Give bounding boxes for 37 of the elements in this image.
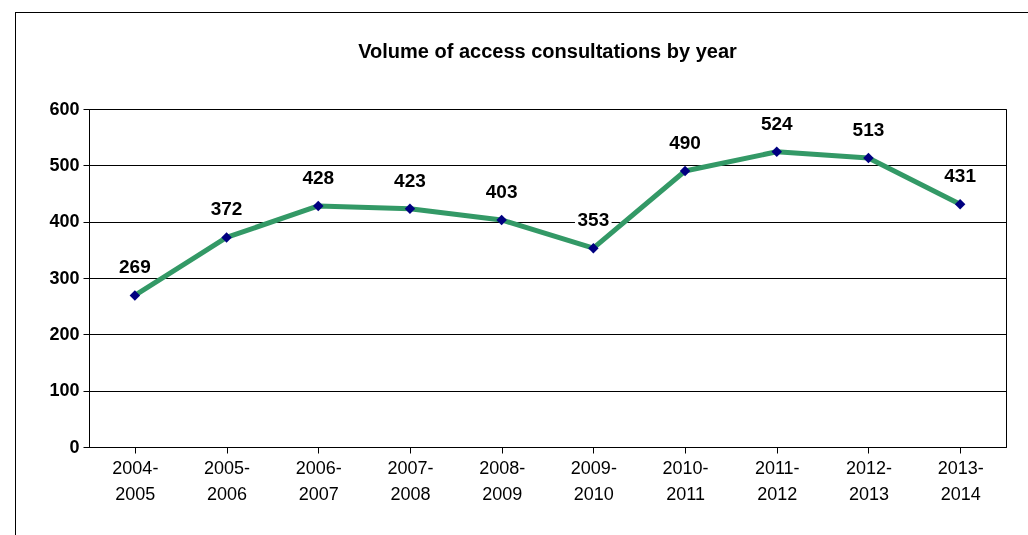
x-tick-label: 2009-2010 (570, 457, 617, 504)
data-label: 428 (302, 166, 335, 188)
data-label: 490 (669, 131, 701, 153)
y-tick-label: 300 (49, 267, 80, 288)
point (863, 152, 874, 164)
y-tick-label: 500 (49, 154, 80, 175)
data-label: 372 (210, 198, 243, 220)
point (588, 242, 599, 254)
point (679, 165, 691, 177)
y-tick-label: 600 (49, 98, 80, 119)
x-tick-label: 2005-2006 (204, 457, 251, 504)
data-label: 513 (852, 119, 885, 141)
chart-title: Volume of access consultations by year (358, 40, 738, 62)
x-tick-label: 2006-2007 (295, 457, 342, 504)
point (404, 203, 416, 214)
data-label: 423 (394, 169, 426, 191)
point (771, 146, 782, 158)
x-tick-label: 2008-2009 (479, 457, 526, 504)
point (496, 214, 507, 226)
y-tick-label: 100 (49, 380, 80, 401)
y-tick-label: 200 (49, 323, 80, 344)
x-tick-label: 2007-2008 (387, 457, 434, 504)
y-tick-label: 400 (49, 211, 80, 232)
x-tick-label: 2010-2011 (662, 457, 709, 504)
y-tick-label: 0 (69, 436, 80, 457)
point (954, 198, 966, 210)
x-tick-label: 2004-2005 (112, 457, 159, 504)
data-label: 524 (760, 112, 794, 134)
x-tick-label: 2013-2014 (937, 457, 984, 504)
x-tick-label: 2011-2012 (754, 457, 800, 504)
point (221, 232, 232, 243)
point (129, 290, 141, 301)
point (313, 200, 324, 212)
data-label: 403 (485, 180, 518, 202)
data-label: 431 (944, 165, 977, 187)
x-tick-label: 2012-2013 (845, 457, 892, 504)
data-label: 269 (119, 256, 151, 278)
